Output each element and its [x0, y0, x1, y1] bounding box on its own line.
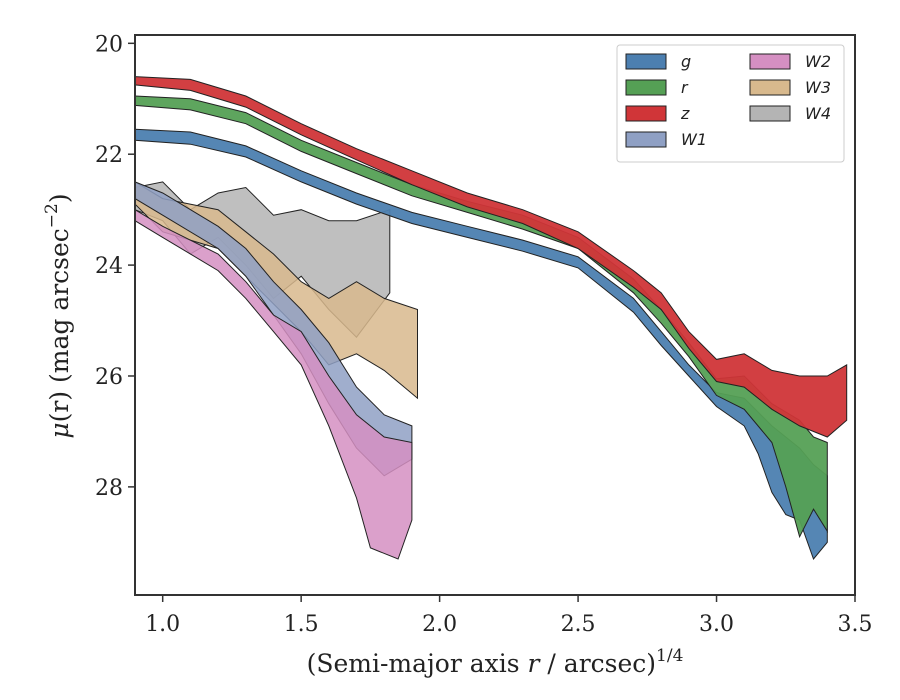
y-tick-label: 20	[95, 32, 123, 57]
x-tick-label: 3.0	[699, 612, 734, 637]
x-tick-label: 3.5	[838, 612, 873, 637]
y-tick-label: 24	[95, 254, 123, 279]
band-g	[134, 128, 828, 560]
legend-label-w2: W2	[805, 52, 831, 71]
x-tick-label: 2.5	[561, 612, 596, 637]
legend-swatch-w1	[625, 131, 667, 148]
x-tick-label: 1.5	[284, 612, 319, 637]
y-tick-label: 26	[95, 365, 123, 390]
legend-swatch-w2	[749, 53, 791, 70]
x-axis-label: (Semi-major axis r / arcsec)1/4	[307, 646, 684, 678]
legend-label-r: r	[681, 78, 689, 97]
legend-swatch-w4	[749, 105, 791, 122]
legend-label-w3: W3	[805, 78, 831, 97]
band-z	[134, 76, 848, 438]
y-tick-label: 22	[95, 143, 123, 168]
legend-box	[616, 44, 845, 163]
legend-label-w1: W1	[681, 130, 707, 149]
legend-swatch-w3	[749, 79, 791, 96]
plot-frame	[134, 34, 856, 596]
legend-label-z: z	[680, 104, 690, 123]
band-w2	[134, 208, 413, 560]
profile-bands	[134, 76, 848, 560]
x-tick-label: 1.0	[145, 612, 180, 637]
legend: grz W1 W2 W3 W4	[616, 44, 845, 163]
y-axis-ticks: 20 22 24 26 28	[95, 32, 135, 501]
x-axis-ticks: 1.0 1.5 2.0 2.5 3.0 3.5	[145, 595, 873, 637]
y-axis-label: μ(r) (mag arcsec−2)	[42, 193, 74, 438]
legend-swatch-z	[625, 105, 667, 122]
y-tick-label: 28	[95, 476, 123, 501]
legend-swatch-r	[625, 79, 667, 96]
x-tick-label: 2.0	[422, 612, 457, 637]
legend-swatch-g	[625, 53, 667, 70]
legend-label-w4: W4	[805, 104, 831, 123]
legend-label-g: g	[681, 52, 691, 71]
